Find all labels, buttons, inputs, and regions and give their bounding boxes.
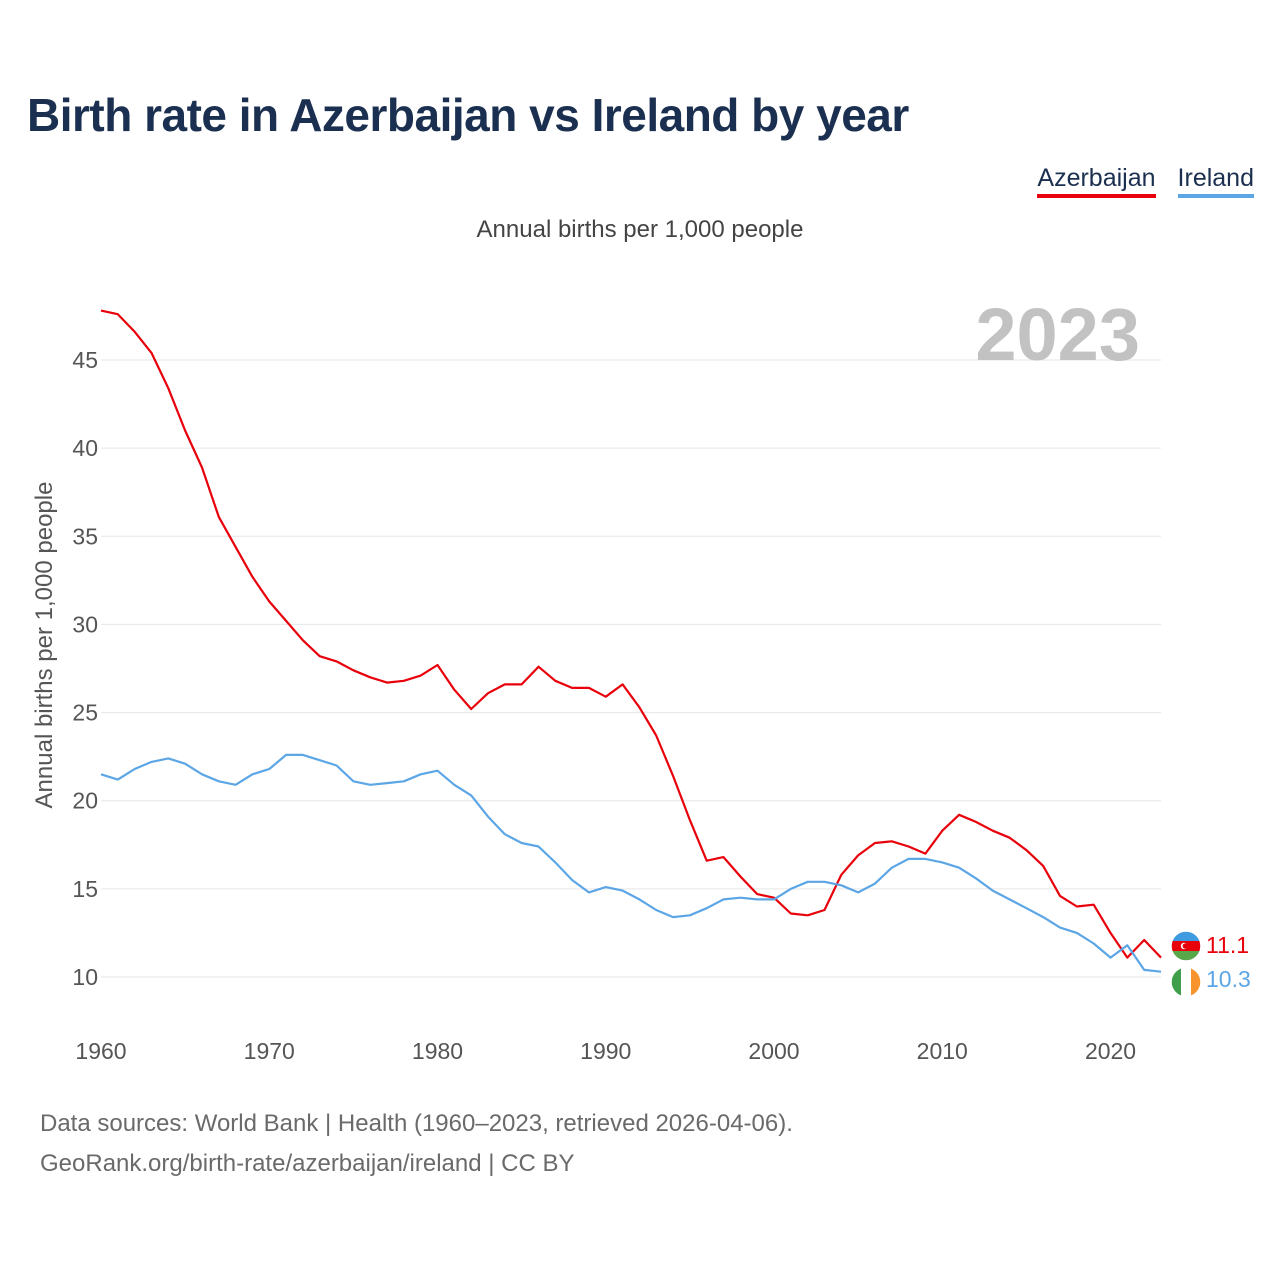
x-tick-label: 1990 [580,1038,631,1064]
y-tick-label: 40 [72,435,98,461]
y-tick-label: 35 [72,523,98,549]
y-tick-label: 30 [72,611,98,637]
series-line-azerbaijan[interactable] [100,309,1162,959]
chart-subtitle: Annual births per 1,000 people [476,216,804,243]
ireland-flag-icon [1171,967,1201,997]
x-tick-label: 2020 [1085,1038,1136,1064]
x-tick-label: 1980 [412,1038,463,1064]
azerbaijan-end-label: 11.1 [1206,932,1249,958]
chart-title: Birth rate in Azerbaijan vs Ireland by y… [27,89,909,141]
legend: Azerbaijan Ireland [1037,164,1254,198]
series-line-ireland[interactable] [100,753,1162,973]
line-chart: 10 15 20 25 30 35 40 45 1960 1970 1980 1990 2000 2010… [31,293,1251,1064]
y-tick-label: 20 [72,788,98,814]
x-tick-label: 2010 [917,1038,968,1064]
x-tick-label: 1970 [244,1038,295,1064]
year-watermark: 2023 [975,293,1140,376]
y-tick-label: 10 [72,964,98,990]
legend-item-ireland[interactable]: Ireland [1177,164,1254,198]
footer: Data sources: World Bank | Health (1960–… [40,1104,793,1184]
x-tick-label: 1960 [75,1038,126,1064]
legend-item-azerbaijan[interactable]: Azerbaijan [1037,164,1156,198]
y-tick-label: 15 [72,876,98,902]
y-axis-label: Annual births per 1,000 people [31,482,58,809]
footer-sources: Data sources: World Bank | Health (1960–… [40,1110,793,1137]
footer-credit: GeoRank.org/birth-rate/azerbaijan/irelan… [40,1150,575,1177]
x-tick-label: 2000 [748,1038,799,1064]
azerbaijan-flag-icon [1171,931,1201,961]
y-tick-label: 45 [72,347,98,373]
ireland-end-label: 10.3 [1206,966,1251,992]
y-tick-label: 25 [72,700,98,726]
